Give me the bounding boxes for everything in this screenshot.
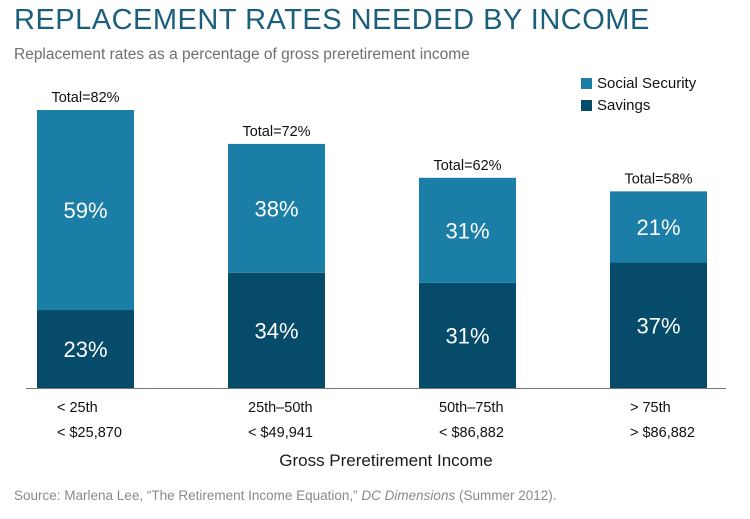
category-sublabel-3: < $86,882 bbox=[439, 425, 504, 441]
bar-social-security-4 bbox=[610, 191, 707, 263]
data-label-savings-2: 34% bbox=[254, 318, 298, 343]
bar-social-security-3 bbox=[419, 177, 516, 283]
data-label-social-security-1: 59% bbox=[63, 198, 107, 223]
bar-savings-4 bbox=[610, 262, 707, 388]
bar-social-security-1 bbox=[37, 110, 134, 311]
total-label-1: Total=82% bbox=[51, 90, 119, 106]
total-label-3: Total=62% bbox=[433, 158, 501, 174]
source-note: Source: Marlena Lee, “The Retirement Inc… bbox=[14, 488, 557, 503]
data-label-savings-4: 37% bbox=[636, 313, 680, 338]
legend-label-social-security: Social Security bbox=[597, 75, 697, 92]
bar-savings-2 bbox=[228, 272, 325, 388]
x-axis: < 25th < $25,870 25th–50th < $49,941 50th–75… bbox=[26, 388, 726, 441]
total-label-2: Total=72% bbox=[242, 124, 310, 140]
source-suffix: (Summer 2012). bbox=[455, 488, 557, 503]
bar-savings-3 bbox=[419, 282, 516, 388]
category-label-2: 25th–50th bbox=[248, 400, 313, 416]
chart-title: REPLACEMENT RATES NEEDED BY INCOME bbox=[14, 4, 650, 36]
bar-group: 23% 59% Total=82% 34% 38% Total=72% 31% 31% Tota… bbox=[37, 90, 707, 388]
data-label-savings-3: 31% bbox=[445, 323, 489, 348]
category-sublabel-4: > $86,882 bbox=[630, 425, 695, 441]
source-publication: DC Dimensions bbox=[361, 488, 456, 503]
legend: Social Security Savings bbox=[581, 75, 697, 114]
legend-label-savings: Savings bbox=[597, 97, 650, 114]
legend-swatch-social-security bbox=[581, 78, 592, 89]
category-sublabel-1: < $25,870 bbox=[57, 425, 122, 441]
bar-savings-1 bbox=[37, 310, 134, 388]
data-label-social-security-4: 21% bbox=[636, 215, 680, 240]
source-prefix: Source: Marlena Lee, “The Retirement Inc… bbox=[14, 488, 362, 503]
bar-social-security-2 bbox=[228, 143, 325, 273]
data-label-social-security-3: 31% bbox=[445, 218, 489, 243]
data-label-social-security-2: 38% bbox=[254, 196, 298, 221]
category-sublabel-2: < $49,941 bbox=[248, 425, 313, 441]
data-label-savings-1: 23% bbox=[63, 337, 107, 362]
category-label-1: < 25th bbox=[57, 400, 98, 416]
x-axis-title: Gross Preretirement Income bbox=[279, 451, 493, 470]
legend-swatch-savings bbox=[581, 100, 592, 111]
category-label-4: > 75th bbox=[630, 400, 671, 416]
total-label-4: Total=58% bbox=[624, 171, 692, 187]
chart-subtitle: Replacement rates as a percentage of gro… bbox=[14, 46, 470, 63]
category-label-3: 50th–75th bbox=[439, 400, 504, 416]
